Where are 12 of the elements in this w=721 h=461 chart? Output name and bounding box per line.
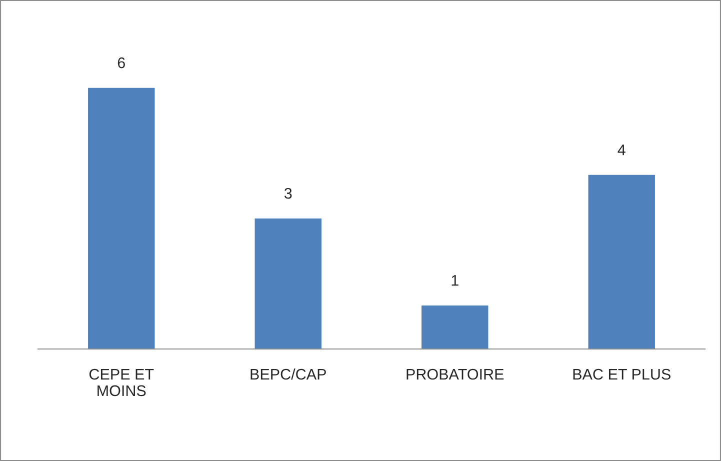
- bar: [88, 88, 155, 349]
- x-tick-label: BAC ET PLUS: [573, 368, 670, 380]
- data-label: 3: [284, 188, 292, 199]
- bar: [588, 174, 655, 349]
- x-tick-label: CEPE ET MOINS: [89, 368, 154, 396]
- x-tick-label: PROBATOIRE: [406, 368, 504, 380]
- bar: [422, 305, 488, 349]
- data-label: 1: [452, 275, 458, 286]
- x-tick-label: BEPC/CAP: [250, 368, 326, 380]
- bar: [254, 218, 322, 349]
- data-label: 6: [118, 57, 125, 68]
- data-label: 4: [618, 144, 626, 156]
